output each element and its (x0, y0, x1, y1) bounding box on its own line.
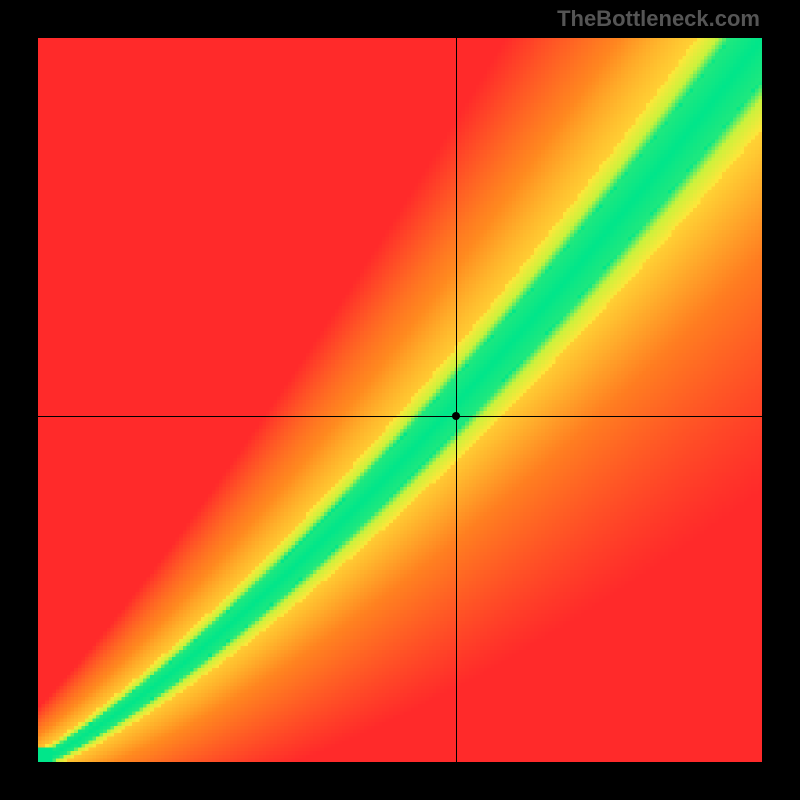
crosshair-horizontal (38, 416, 762, 417)
intersection-marker (452, 412, 460, 420)
plot-area (38, 38, 762, 762)
crosshair-vertical (456, 38, 457, 762)
heatmap-canvas (38, 38, 762, 762)
chart-container: TheBottleneck.com (0, 0, 800, 800)
watermark-text: TheBottleneck.com (557, 6, 760, 32)
